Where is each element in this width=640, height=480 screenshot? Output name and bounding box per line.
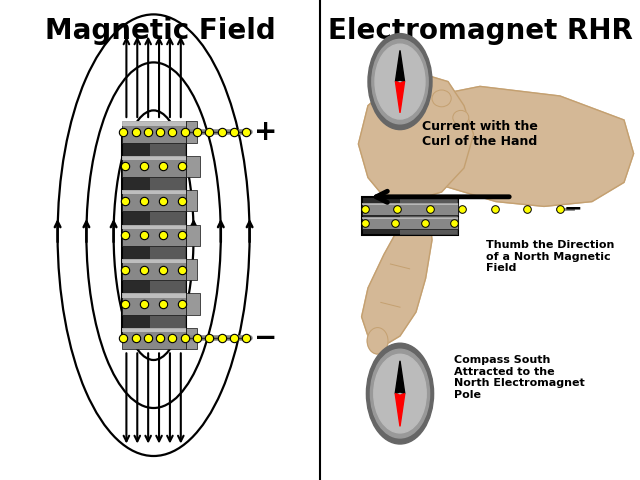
Bar: [122, 293, 186, 298]
Polygon shape: [416, 86, 634, 206]
Text: Magnetic Field: Magnetic Field: [45, 17, 275, 45]
Ellipse shape: [453, 110, 468, 125]
Ellipse shape: [367, 328, 388, 354]
Bar: [122, 259, 186, 263]
Bar: [122, 328, 186, 332]
Text: Thumb the Direction
of a North Magnetic
Field: Thumb the Direction of a North Magnetic …: [486, 240, 615, 273]
Circle shape: [368, 34, 432, 130]
Bar: [362, 203, 458, 205]
Polygon shape: [396, 50, 404, 82]
Circle shape: [374, 354, 426, 433]
Circle shape: [372, 39, 428, 124]
Bar: [122, 121, 186, 126]
Text: Current with the
Curl of the Hand: Current with the Curl of the Hand: [422, 120, 538, 148]
Text: −: −: [254, 324, 277, 352]
Circle shape: [371, 349, 429, 438]
Polygon shape: [395, 361, 405, 394]
Bar: [362, 203, 458, 215]
Text: Compass South
Attracted to the
North Electromagnet
Pole: Compass South Attracted to the North Ele…: [454, 355, 585, 400]
Bar: [122, 190, 186, 211]
Bar: [362, 217, 458, 229]
Bar: [186, 156, 200, 177]
Text: Electromagnet RHR: Electromagnet RHR: [328, 17, 632, 45]
Bar: [122, 328, 186, 349]
Bar: [362, 217, 458, 219]
Bar: [186, 225, 200, 246]
Bar: [122, 190, 186, 194]
Circle shape: [366, 343, 434, 444]
Bar: [122, 156, 186, 160]
Bar: [400, 197, 458, 235]
Text: +: +: [254, 118, 277, 146]
Ellipse shape: [381, 97, 400, 114]
Bar: [186, 328, 197, 349]
Circle shape: [375, 44, 425, 119]
Bar: [122, 259, 186, 280]
Bar: [186, 293, 200, 314]
Bar: [122, 130, 186, 341]
Ellipse shape: [406, 83, 426, 100]
Bar: [186, 190, 197, 211]
Polygon shape: [358, 72, 474, 202]
Bar: [122, 121, 186, 143]
Polygon shape: [362, 202, 432, 346]
Bar: [186, 259, 197, 280]
Bar: [362, 197, 458, 235]
Polygon shape: [395, 394, 405, 426]
Ellipse shape: [432, 90, 451, 107]
Text: −: −: [563, 199, 582, 219]
Bar: [186, 121, 197, 143]
Bar: [122, 225, 186, 246]
Bar: [122, 293, 186, 314]
Bar: [122, 225, 186, 229]
Polygon shape: [396, 82, 404, 113]
Bar: [150, 130, 186, 341]
Bar: [122, 156, 186, 177]
